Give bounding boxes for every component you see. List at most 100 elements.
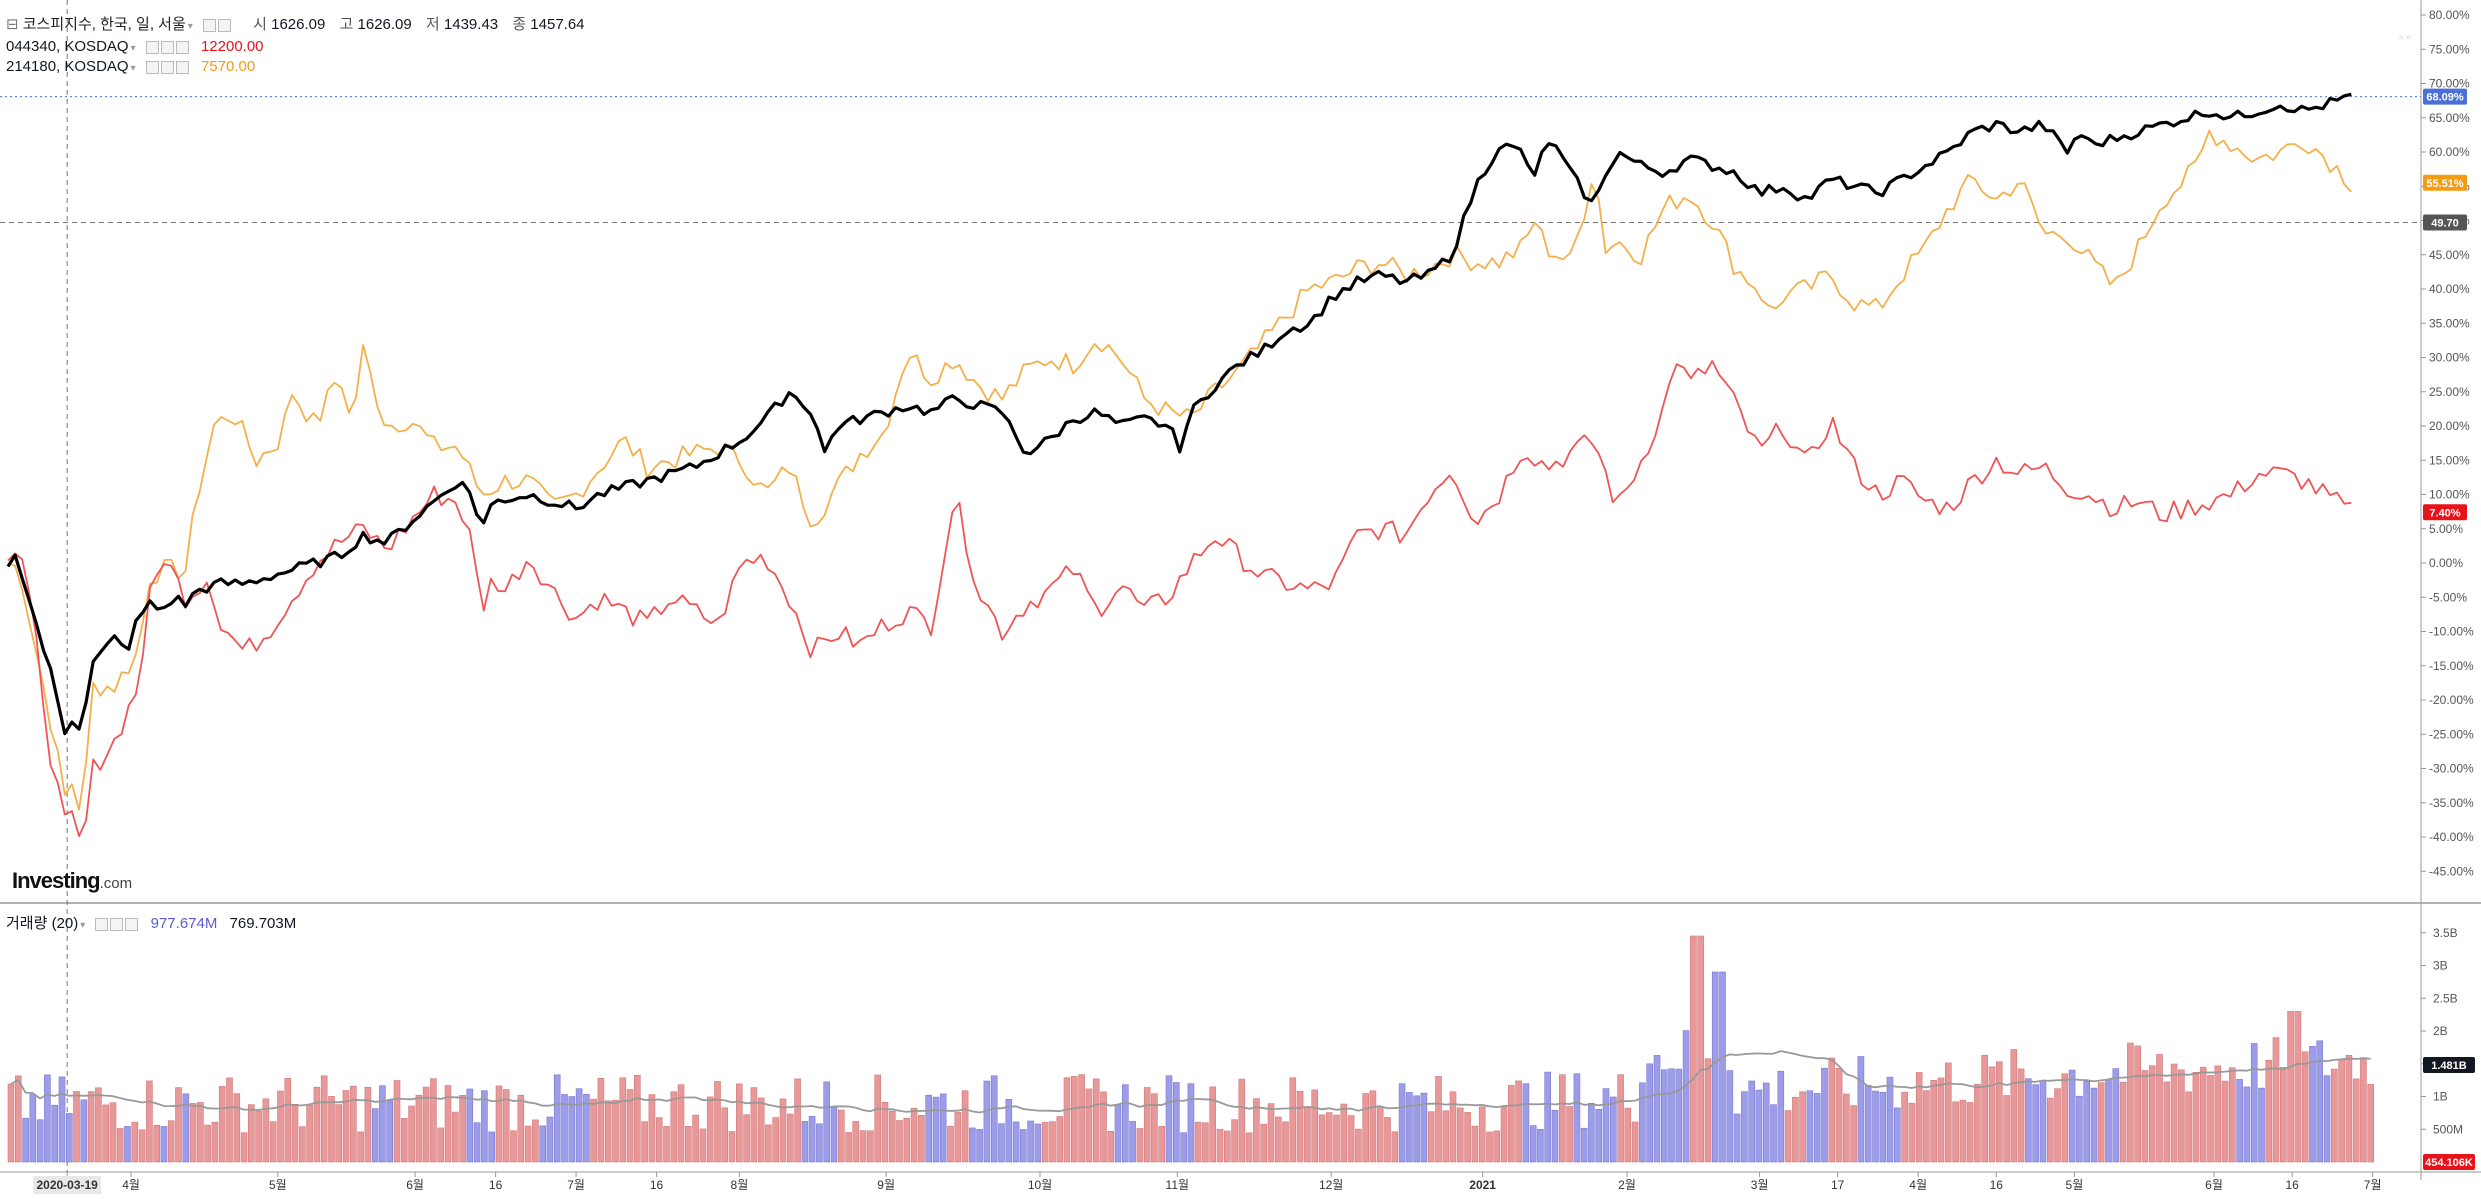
volume-label[interactable]: 거래량 (20) [6,915,79,932]
volume-bar [1027,1120,1034,1163]
volume-bar [837,1109,845,1163]
volume-bar [1049,1121,1056,1163]
volume-bar [553,1074,561,1163]
volume-bar [546,1116,554,1163]
volume-bar [1253,1098,1260,1163]
x-tick-label: 6월 [406,1178,424,1192]
volume-bar [459,1095,466,1163]
volume-bar [1537,1129,1544,1163]
volume-bar [51,1104,59,1163]
volume-bar [1682,1030,1690,1163]
volume-bar [1850,1105,1857,1163]
chevron-down-icon[interactable]: ▾ [187,21,193,32]
volume-bar [1391,1131,1399,1163]
pane-controls-icon[interactable]: ▫ ▫ [2399,30,2411,44]
volume-bar [1486,1131,1493,1163]
volume-bar [131,1121,139,1163]
series-toggle-icons[interactable] [95,916,140,933]
volume-bar [881,1102,889,1163]
volume-bar [1398,1083,1406,1163]
compare-symbol-1[interactable]: 044340, KOSDAQ [6,38,129,55]
volume-bar [102,1104,109,1163]
volume-bar [947,1125,954,1163]
volume-bar [1551,1109,1559,1163]
volume-bar [1675,1068,1683,1163]
volume-bar [146,1080,153,1163]
chevron-down-icon[interactable]: ▾ [80,920,86,931]
volume-bar [655,1117,663,1163]
volume-bar [867,1130,874,1163]
volume-bar [969,1127,976,1163]
volume-bar [1435,1076,1442,1163]
volume-bar [1355,1128,1362,1163]
x-tick-label: 9월 [877,1178,895,1192]
low-value: 1439.43 [443,16,499,33]
chevron-down-icon[interactable]: ▾ [130,63,136,74]
volume-bar [1748,1080,1755,1163]
volume-bar [2345,1055,2353,1163]
compare-symbol-2[interactable]: 214180, KOSDAQ [6,58,129,75]
volume-value-2: 769.703M [229,915,297,932]
volume-bar [1442,1110,1450,1163]
volume-bar [604,1100,612,1163]
volume-bar [1275,1116,1282,1163]
last-value-badge: 68.09% [2426,92,2464,104]
volume-bar [1340,1103,1348,1163]
volume-bar [706,1096,714,1163]
volume-bar [1872,1090,1879,1163]
volume-bar [2105,1079,2112,1163]
volume-bar [240,1132,248,1163]
volume-bar [182,1093,190,1163]
volume-bar [1406,1092,1413,1163]
volume-bar [1151,1093,1158,1163]
volume-bar [2272,1037,2280,1163]
volume-bar [1639,1082,1646,1163]
volume-bar [939,1093,947,1163]
volume-bar [2061,1073,2069,1163]
volume-bar [153,1124,160,1163]
volume-bar [1282,1121,1289,1163]
volume-bar [2156,1054,2163,1163]
volume-bar [1012,1121,1020,1163]
y-tick-label: 70.00% [2429,77,2470,91]
series-toggle-icons[interactable] [202,17,233,34]
series-toggle-icons[interactable] [145,39,191,56]
volume-bar [1092,1078,1100,1163]
volume-bar [328,1096,335,1163]
x-tick-label: 5월 [2066,1178,2084,1192]
series-toggle-icons[interactable] [145,59,191,76]
volume-bar [684,1126,692,1163]
collapse-icon[interactable]: ⊟ [6,16,19,33]
y-tick-label: -35.00% [2429,796,2474,810]
volume-bar [1631,1121,1639,1163]
volume-bar [1078,1074,1085,1163]
volume-bar [612,1099,619,1163]
y-tick-label: 45.00% [2429,248,2470,262]
volume-tick-label: 1B [2433,1090,2448,1104]
main-symbol[interactable]: 코스피지수, 한국, 일, 서울 [22,16,186,33]
last-value-badge-bg [2423,174,2467,191]
volume-bar [342,1090,350,1163]
y-tick-label: 0.00% [2429,556,2463,570]
chevron-down-icon[interactable]: ▾ [130,43,136,54]
volume-bar [1384,1117,1391,1163]
volume-bar [1122,1084,1129,1163]
volume-bar [36,1119,44,1163]
volume-bar [510,1130,517,1163]
compare-value-1: 12200.00 [200,38,264,55]
x-tick-label: 10월 [1028,1178,1052,1192]
volume-bar [976,1129,983,1163]
volume-bar [2178,1069,2185,1163]
y-tick-label: -25.00% [2429,727,2474,741]
x-tick-label: 16 [650,1178,664,1192]
volume-bar [1617,1074,1624,1163]
investing-logo: Investing.com [12,868,133,893]
compare-legend-1: 044340, KOSDAQ ▾ 12200.00 [6,38,264,56]
last-value-badge: 7.40% [2429,507,2460,519]
volume-bar [1478,1106,1486,1163]
volume-bar [109,1102,117,1163]
volume-bar [2331,1068,2338,1163]
volume-bar [1915,1072,1923,1163]
volume-bar [1719,971,1726,1163]
